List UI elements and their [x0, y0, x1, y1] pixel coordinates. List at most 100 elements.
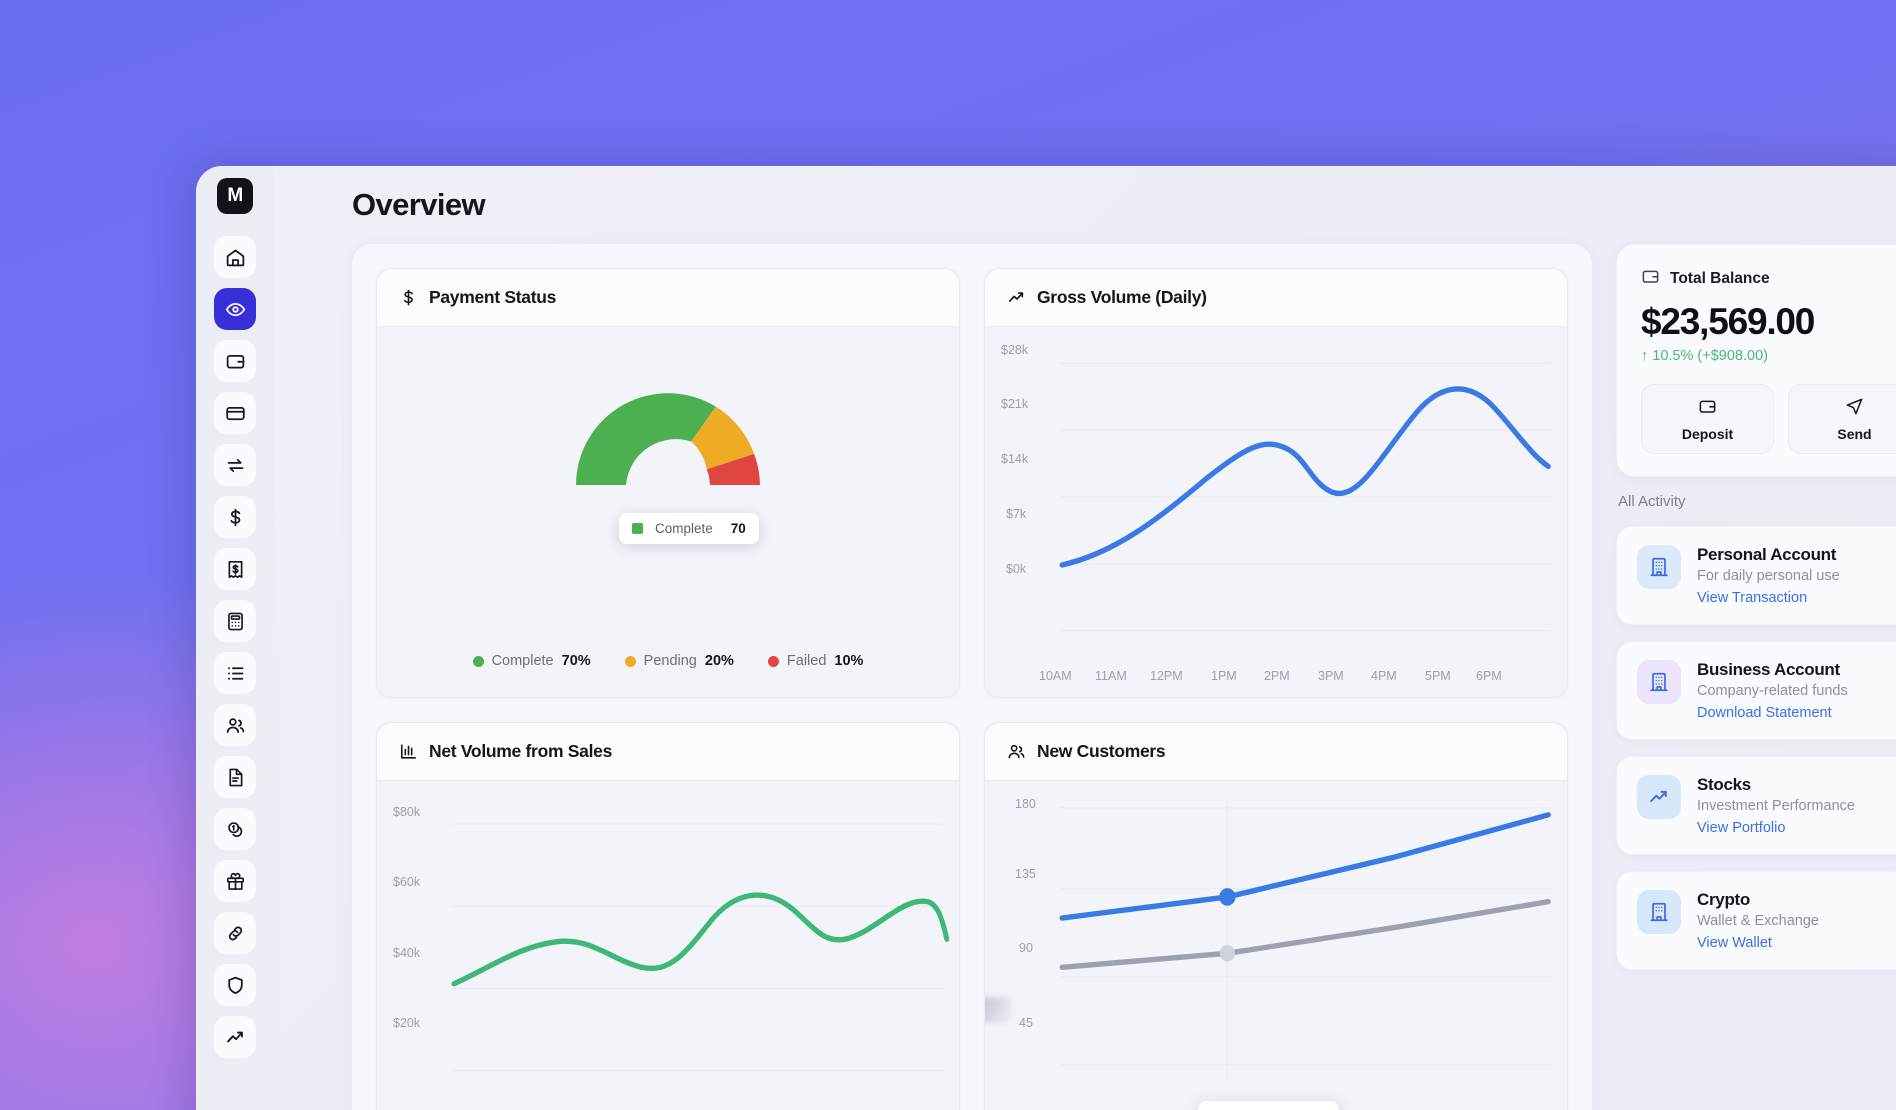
- x-tick: 6PM: [1476, 669, 1502, 683]
- sidebar-item-link[interactable]: [214, 912, 256, 954]
- app-window: M: [196, 166, 1896, 1110]
- y-tick: $20k: [393, 1016, 421, 1030]
- sidebar-item-customers[interactable]: [214, 704, 256, 746]
- page-title: Overview: [352, 187, 486, 222]
- list-item-text: Personal Account For daily personal use …: [1697, 545, 1840, 606]
- y-tick: $60k: [393, 875, 421, 889]
- list-item-link[interactable]: View Transaction: [1697, 589, 1808, 606]
- list-item-link[interactable]: Download Statement: [1697, 704, 1832, 721]
- balance-header: Total Balance: [1641, 267, 1896, 291]
- line-chart-svg: [1059, 800, 1552, 1083]
- card-header: New Customers: [985, 723, 1567, 781]
- dollar-icon: [399, 288, 418, 307]
- y-tick: $7k: [1006, 507, 1027, 521]
- trending-up-icon: [1637, 774, 1681, 819]
- x-tick: 3PM: [1318, 669, 1344, 683]
- list-item-text: Business Account Company-related funds D…: [1697, 660, 1848, 721]
- gauge-legend: Complete 70% Pending 20%: [387, 653, 949, 669]
- activity-list: Personal Account For daily personal use …: [1616, 525, 1896, 970]
- legend-item-complete: Complete 70%: [472, 653, 591, 669]
- smudge-artifact: [985, 997, 1011, 1023]
- legend-label: Pending: [643, 653, 697, 669]
- sidebar: M: [196, 166, 274, 1110]
- list-item[interactable]: Crypto Wallet & Exchange View Wallet: [1616, 870, 1896, 970]
- list-item-link[interactable]: View Portfolio: [1697, 819, 1786, 836]
- list-icon: [225, 663, 246, 684]
- trending-up-icon: [1007, 288, 1026, 307]
- send-button[interactable]: Send: [1788, 383, 1896, 454]
- balance-actions: Deposit Send: [1641, 383, 1896, 454]
- gift-icon: [225, 871, 246, 892]
- card-body: Complete 70 Complete 70%: [377, 327, 959, 697]
- total-balance-card: Total Balance $23,569.00 ↑ 10.5% (+$908.…: [1616, 244, 1896, 477]
- list-item-link[interactable]: View Wallet: [1697, 934, 1772, 951]
- main-area: Overview Payment Status: [274, 166, 1896, 1110]
- y-tick: 45: [1019, 1016, 1033, 1030]
- legend-dot: [624, 655, 636, 667]
- invoice-icon: [225, 559, 246, 580]
- sidebar-item-transfers[interactable]: [214, 444, 256, 486]
- legend-value: 70%: [561, 653, 591, 669]
- users-icon: [1007, 742, 1026, 761]
- sidebar-item-calculator[interactable]: [214, 600, 256, 642]
- gross-volume-chart: $28k $21k $14k $7k $0k 10AM 11AM 12PM 1P…: [995, 335, 1557, 687]
- list-item-subtitle: Investment Performance: [1697, 797, 1855, 814]
- card-header: Gross Volume (Daily): [985, 269, 1567, 327]
- sidebar-item-home[interactable]: [214, 236, 256, 278]
- list-item-subtitle: Company-related funds: [1697, 682, 1848, 699]
- brand-logo[interactable]: M: [217, 178, 253, 214]
- legend-dot: [472, 655, 484, 667]
- card-payment-status: Payment Status Comp: [376, 268, 960, 698]
- y-tick: $80k: [393, 805, 421, 819]
- eye-icon: [225, 299, 246, 320]
- deposit-button[interactable]: Deposit: [1641, 383, 1774, 454]
- list-item-title: Personal Account: [1697, 544, 1837, 564]
- sidebar-item-shield[interactable]: [214, 964, 256, 1006]
- card-title: Payment Status: [429, 287, 557, 307]
- x-tick: 11AM: [1095, 669, 1127, 683]
- list-item-subtitle: For daily personal use: [1697, 567, 1840, 584]
- sidebar-item-invoices[interactable]: [214, 548, 256, 590]
- tooltip-label: Complete: [655, 521, 713, 536]
- sidebar-item-payments[interactable]: [214, 496, 256, 538]
- new-customers-tooltip: Week 2 This Month 135 Last Month 110: [1198, 1100, 1340, 1110]
- coins-icon: [225, 819, 246, 840]
- tooltip-swatch: [632, 523, 643, 534]
- home-icon: [225, 247, 246, 268]
- legend-value: 10%: [834, 653, 864, 669]
- sidebar-item-analytics[interactable]: [214, 1016, 256, 1058]
- line-chart-svg: [451, 823, 949, 1072]
- list-item[interactable]: Personal Account For daily personal use …: [1616, 525, 1896, 625]
- x-tick: 4PM: [1371, 669, 1397, 683]
- list-item-text: Crypto Wallet & Exchange View Wallet: [1697, 890, 1819, 951]
- sidebar-item-documents[interactable]: [214, 756, 256, 798]
- sidebar-item-gift[interactable]: [214, 860, 256, 902]
- activity-section-label: All Activity: [1618, 492, 1686, 510]
- legend-label: Complete: [491, 653, 554, 669]
- content-row: Payment Status Comp: [274, 244, 1896, 1110]
- wallet-icon: [225, 351, 246, 372]
- sidebar-item-coins[interactable]: [214, 808, 256, 850]
- gauge-tooltip: Complete 70: [619, 513, 759, 544]
- sidebar-item-overview[interactable]: [214, 288, 256, 330]
- card-net-volume: Net Volume from Sales: [376, 722, 960, 1110]
- sidebar-item-wallet[interactable]: [214, 340, 256, 382]
- send-label: Send: [1837, 425, 1872, 442]
- y-tick: $21k: [1001, 397, 1029, 411]
- credit-card-icon: [225, 403, 246, 424]
- sidebar-item-list[interactable]: [214, 652, 256, 694]
- legend-item-pending: Pending 20%: [624, 653, 734, 669]
- send-icon: [1845, 397, 1864, 419]
- wallet-icon: [1698, 397, 1717, 419]
- card-title: Gross Volume (Daily): [1037, 287, 1207, 307]
- legend-label: Failed: [786, 653, 827, 669]
- page-header: Overview: [274, 166, 1896, 244]
- balance-amount: $23,569.00: [1641, 301, 1815, 342]
- list-item[interactable]: Stocks Investment Performance View Portf…: [1616, 755, 1896, 855]
- list-item-title: Stocks: [1697, 774, 1751, 794]
- list-item[interactable]: Business Account Company-related funds D…: [1616, 640, 1896, 740]
- card-body: 180 135 90 45 Week 2 This Month 135: [985, 781, 1567, 1110]
- legend-item-failed: Failed 10%: [767, 653, 864, 669]
- x-tick: 5PM: [1425, 669, 1451, 683]
- sidebar-item-cards[interactable]: [214, 392, 256, 434]
